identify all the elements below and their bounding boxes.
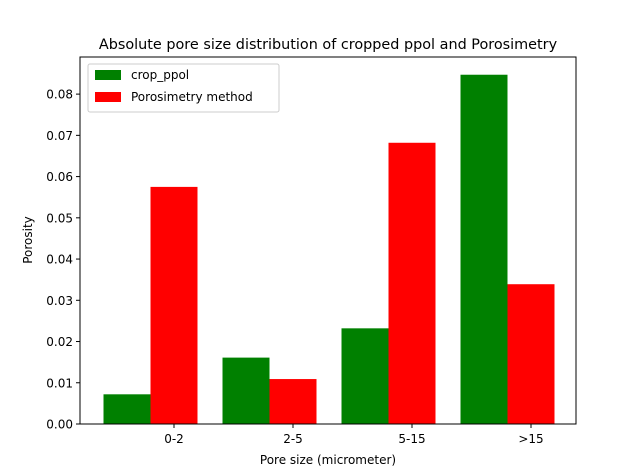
legend-label-crop-ppol: crop_ppol [131, 68, 189, 82]
legend-swatch-crop-ppol [95, 70, 121, 80]
legend-label-porosimetry: Porosimetry method [131, 90, 253, 104]
bar-porosimetry-2 [388, 142, 436, 424]
x-tick-label: 0-2 [164, 432, 184, 446]
chart-title: Absolute pore size distribution of cropp… [99, 37, 558, 53]
y-tick-label: 0.00 [46, 418, 73, 432]
x-tick-label: 5-15 [398, 432, 425, 446]
y-tick-label: 0.05 [46, 211, 73, 225]
x-axis-label: Pore size (micrometer) [260, 453, 396, 467]
bar-crop-ppol-2 [341, 328, 389, 424]
bar-porosimetry-1 [269, 379, 317, 424]
y-axis-label: Porosity [21, 216, 35, 264]
y-tick-label: 0.08 [46, 88, 73, 102]
y-tick-label: 0.06 [46, 170, 73, 184]
bars-group [103, 74, 555, 425]
bar-crop-ppol-1 [222, 357, 270, 424]
y-tick-label: 0.02 [46, 335, 73, 349]
plot-frame [79, 56, 577, 425]
x-axis: 0-2 2-5 5-15 >15 [164, 424, 544, 446]
bar-crop-ppol-3 [460, 74, 508, 425]
y-tick-label: 0.04 [46, 253, 73, 267]
legend: crop_ppol Porosimetry method [87, 63, 280, 113]
legend-swatch-porosimetry [95, 92, 121, 102]
x-tick-label: >15 [518, 432, 543, 446]
y-axis: 0.00 0.01 0.02 0.03 0.04 0.05 0.06 0.07 0.08 [46, 88, 80, 432]
bar-porosimetry-3 [507, 284, 555, 424]
y-tick-label: 0.03 [46, 294, 73, 308]
y-tick-label: 0.07 [46, 129, 73, 143]
bar-porosimetry-0 [150, 186, 198, 424]
bar-crop-ppol-0 [103, 394, 151, 424]
legend-box [87, 63, 280, 113]
x-tick-label: 2-5 [283, 432, 303, 446]
y-tick-label: 0.01 [46, 376, 73, 390]
